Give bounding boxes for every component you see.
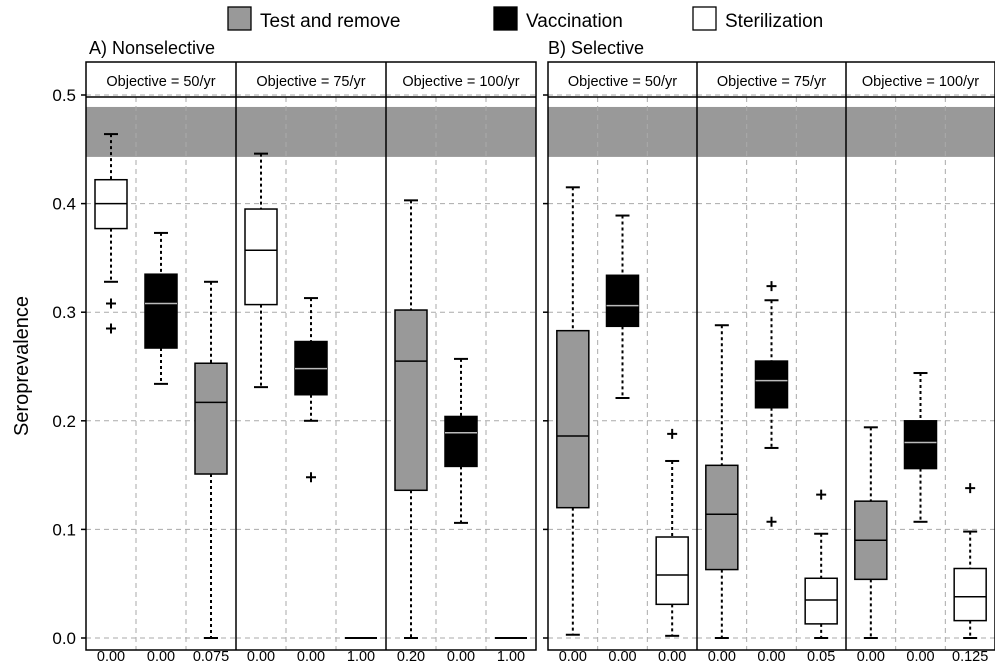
group-title: B) Selective [548,38,644,58]
box-iqr [903,420,938,470]
facet-panel: Objective = 50/yr 0.00 0.00 0.075 [86,74,236,665]
strip-label: Objective = 50/yr [568,74,677,90]
facet-panel: Objective = 50/yr 0.00 0.00 0.00 [548,74,697,665]
box-sterilization [655,428,689,637]
x-tick-label: 0.00 [906,649,934,665]
x-tick-label: 0.00 [447,649,475,665]
x-tick-label: 0.05 [807,649,835,665]
strip-label: Objective = 75/yr [717,74,826,90]
outlier-marker [306,472,316,483]
facet-panel: Objective = 100/yr 0.20 0.00 1.00 [385,62,536,665]
box-iqr [444,415,478,468]
box-sterilization [94,133,128,334]
x-tick-label: 0.125 [952,649,988,665]
box-iqr [605,274,640,328]
strip-label: Objective = 50/yr [106,74,215,90]
group-frame [547,61,995,651]
x-tick-label: 0.20 [397,649,425,665]
y-axis-label: Seroprevalence [11,296,33,436]
box-iqr [194,362,228,475]
legend-item: Vaccination [493,6,623,32]
outlier-marker [106,298,116,309]
x-tick-label: 0.00 [857,649,885,665]
outlier-marker [766,516,777,527]
legend-swatch [227,6,252,31]
facet-panel: Objective = 75/yr 0.00 0.00 1.00 [235,62,386,665]
box-test-and-remove [394,199,428,639]
y-tick-label: 0.5 [52,86,76,105]
box-vaccination [605,214,640,399]
outlier-marker [667,428,678,439]
box-vaccination [444,357,478,524]
x-tick-label: 1.00 [347,649,375,665]
strip-label: Objective = 75/yr [256,74,365,90]
y-tick-label: 0.2 [52,412,76,431]
target-band [548,106,995,157]
x-tick-label: 0.00 [247,649,275,665]
legend-label: Test and remove [260,11,400,32]
box-test-and-remove [854,426,888,639]
outlier-marker [816,489,827,500]
box-test-and-remove [194,280,228,639]
facet-panel: Objective = 75/yr 0.00 0.00 0.05 [696,62,846,665]
legend-swatch [493,6,518,31]
legend-label: Vaccination [526,11,623,32]
x-tick-label: 0.00 [147,649,175,665]
box-iqr [804,577,838,625]
box-iqr [556,329,590,509]
legend-item: Test and remove [227,6,400,32]
outlier-marker [106,323,116,334]
box-vaccination [144,231,178,385]
box-iqr [754,360,789,409]
box-vaccination [294,297,328,483]
box-test-and-remove [705,324,739,639]
box-iqr [394,309,428,492]
x-tick-label: 0.00 [97,649,125,665]
box-iqr [244,208,278,306]
legend-swatch [692,6,717,31]
x-tick-label: 0.00 [608,649,636,665]
box-sterilization [804,489,838,639]
y-tick-label: 0.4 [52,195,76,214]
target-band [86,106,536,157]
y-tick-label: 0.0 [52,629,76,648]
box-vaccination [903,372,938,523]
outlier-marker [766,281,777,292]
outlier-marker [965,483,976,494]
group-title: A) Nonselective [89,38,215,58]
x-tick-label: 0.00 [757,649,785,665]
strip-label: Objective = 100/yr [402,74,519,90]
group-frame [85,61,537,651]
legend-label: Sterilization [725,11,823,32]
y-tick-label: 0.1 [52,520,76,539]
box-iqr [655,536,689,606]
box-test-and-remove [556,186,590,636]
x-tick-label: 0.00 [297,649,325,665]
x-tick-label: 1.00 [497,649,525,665]
x-tick-label: 0.00 [559,649,587,665]
facet-panel: Objective = 100/yr 0.00 0.00 0.125 [845,62,995,665]
x-tick-label: 0.075 [193,649,229,665]
x-tick-label: 0.00 [708,649,736,665]
group-panel: B) Selective Objective = 50/yr 0.00 0.00 0.0… [543,38,995,665]
box-iqr [705,464,739,571]
y-tick-label: 0.3 [52,303,76,322]
legend-item: Sterilization [692,6,823,32]
box-iqr [144,273,178,349]
strip-label: Objective = 100/yr [862,74,979,90]
box-iqr [953,567,987,622]
box-vaccination [754,281,789,527]
box-sterilization [244,152,278,389]
x-tick-label: 0.00 [658,649,686,665]
box-sterilization [953,483,987,639]
